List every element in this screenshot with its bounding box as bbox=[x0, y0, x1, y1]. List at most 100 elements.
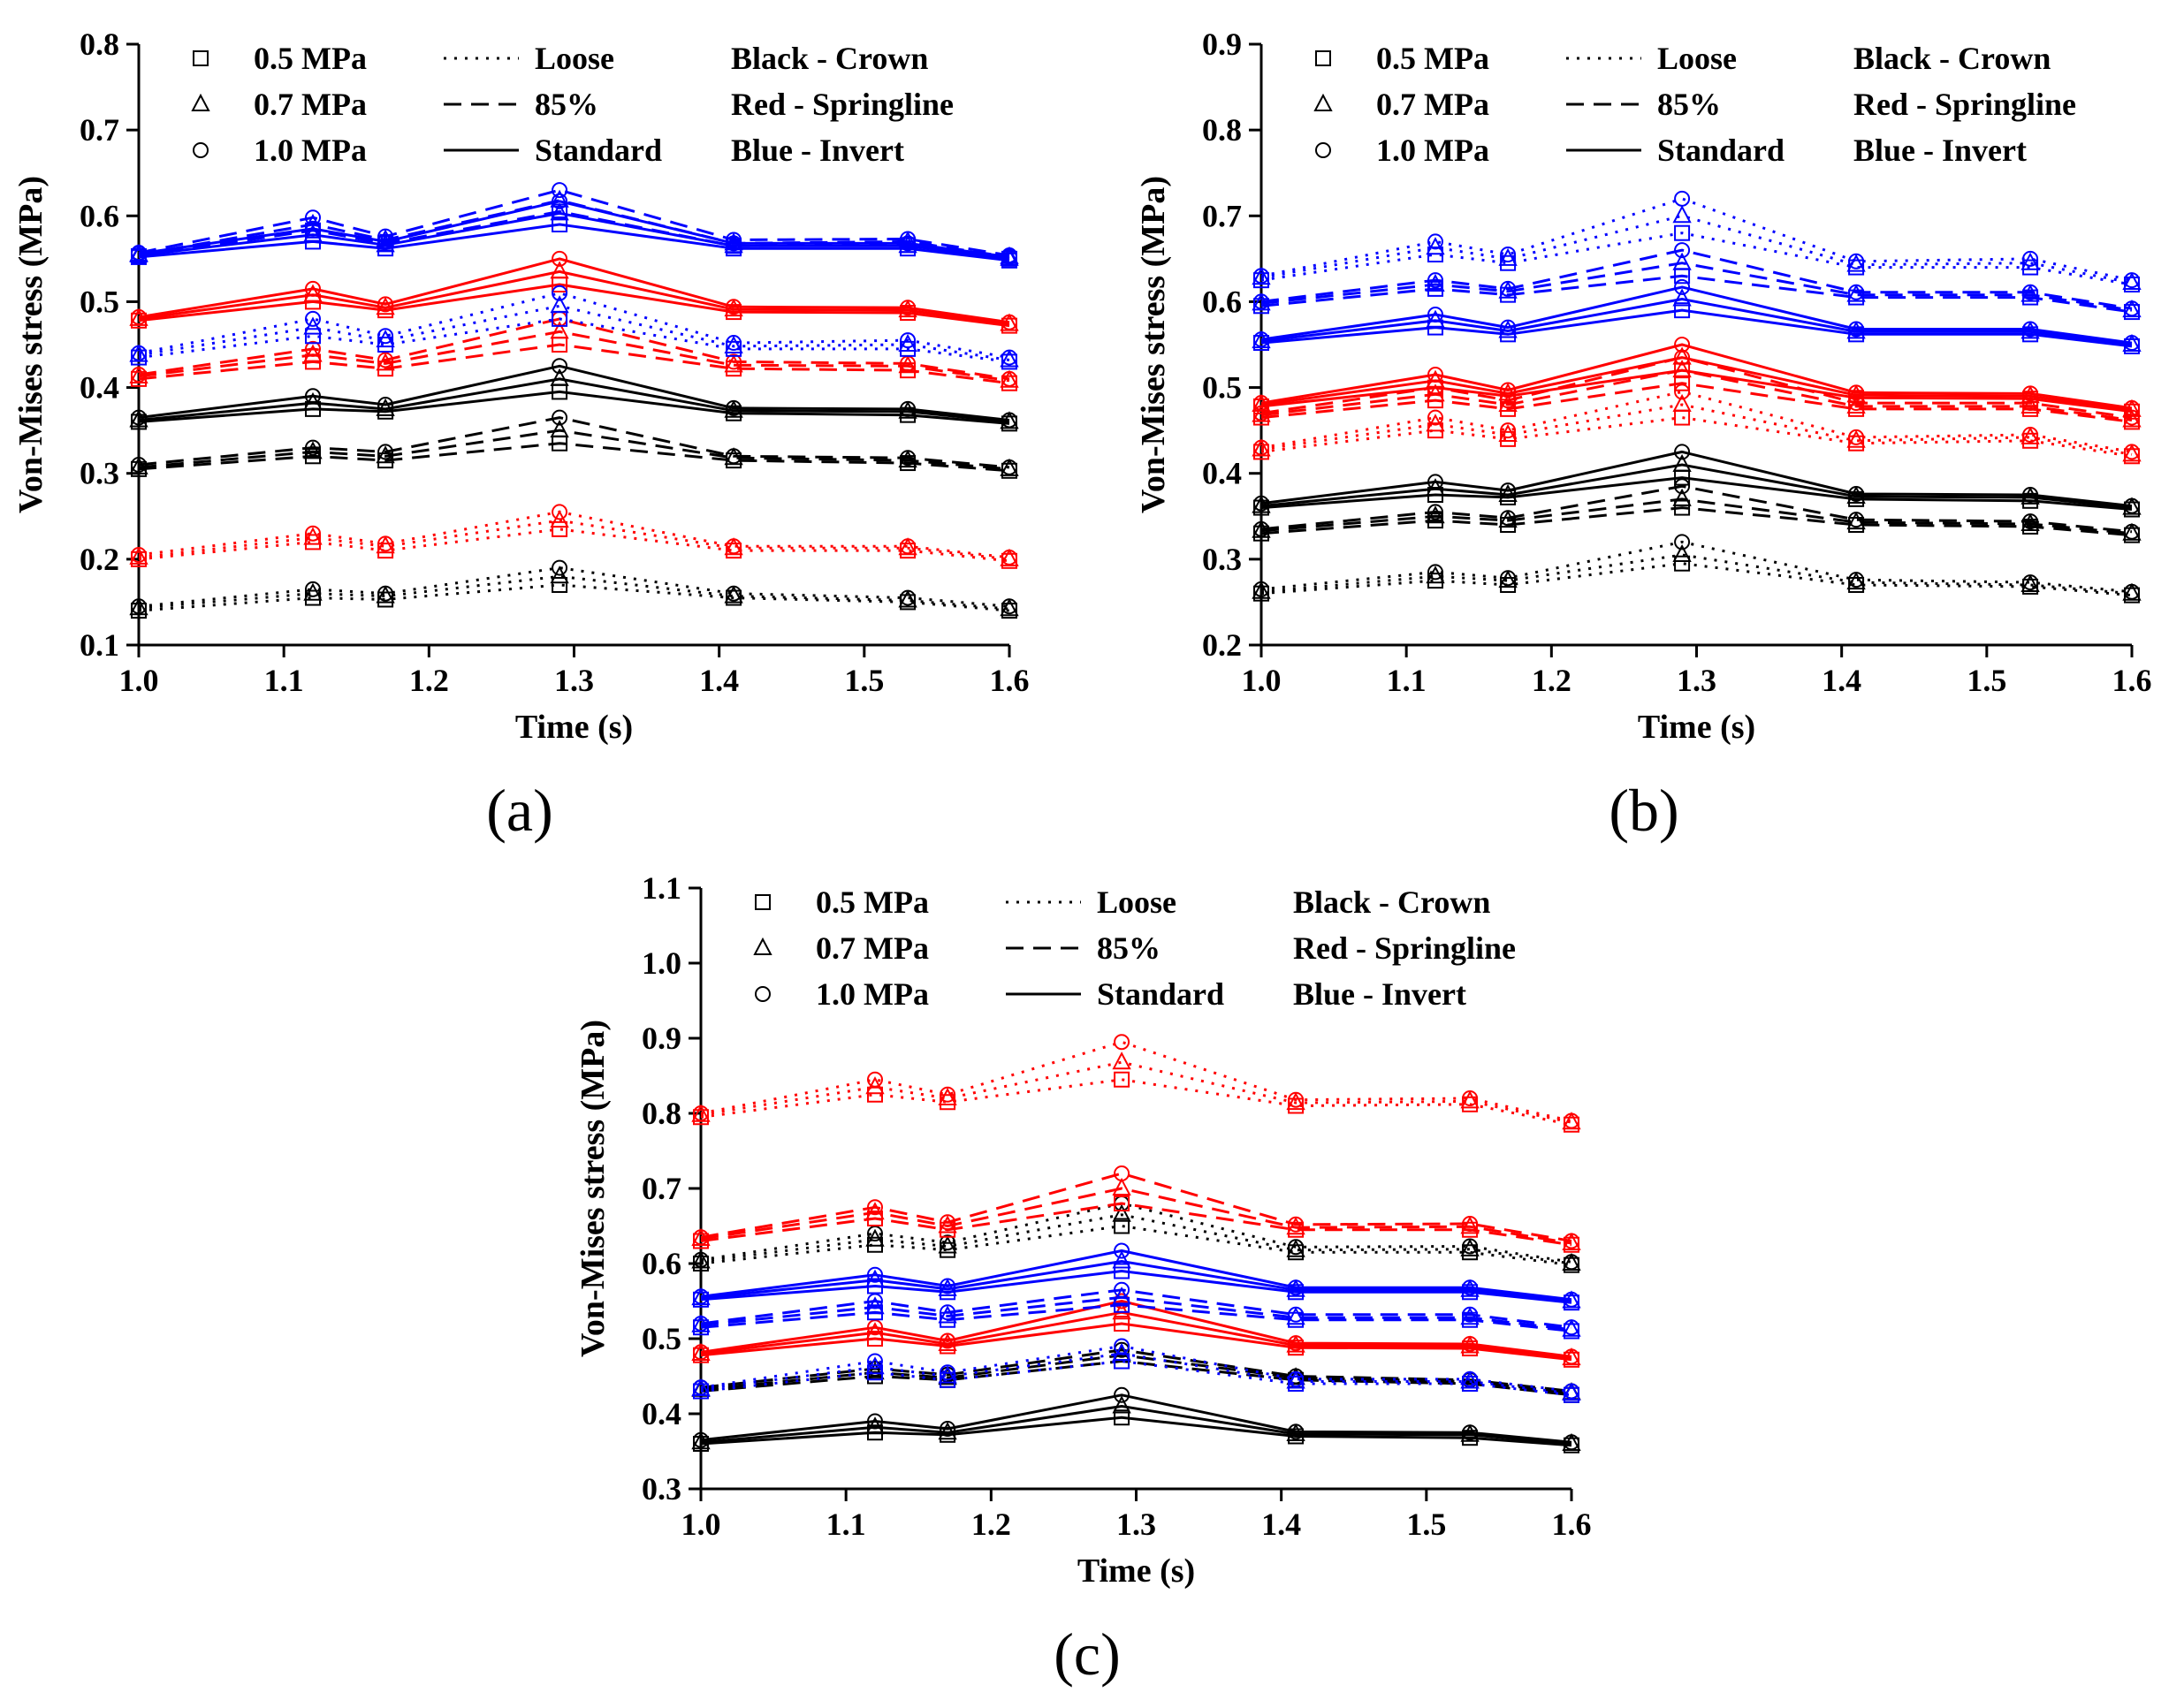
data-point-circle-marker bbox=[940, 1214, 956, 1231]
legend: 0.5 MPa 0.7 MPa 1.0 MPa Loose 85% Standard Bla… bbox=[1313, 41, 2076, 168]
data-point-square-marker bbox=[552, 577, 568, 593]
data-point-square-marker bbox=[1288, 1221, 1305, 1238]
data-point-triangle-marker bbox=[303, 441, 323, 459]
data-point-square-marker bbox=[131, 370, 147, 387]
legend-marker-label-0-7-mpa: 0.7 MPa bbox=[816, 930, 929, 966]
data-point-triangle-marker bbox=[1426, 566, 1445, 584]
data-point-triangle-marker bbox=[2122, 271, 2142, 291]
y-tick-label: 0.4 bbox=[80, 370, 119, 406]
x-tick-label: 1.0 bbox=[681, 1507, 721, 1542]
data-point-circle-marker bbox=[2124, 300, 2140, 317]
data-point-circle-marker bbox=[1253, 268, 1269, 285]
series-springline-loose-1-0-mpa bbox=[131, 504, 1017, 566]
data-point-circle-marker bbox=[1462, 1370, 1479, 1387]
data-point-triangle-marker bbox=[376, 234, 395, 253]
series-line bbox=[1260, 298, 2133, 346]
data-point-square-marker bbox=[1462, 1376, 1479, 1392]
data-point-triangle-marker bbox=[865, 1228, 885, 1247]
data-point-circle-marker bbox=[1500, 422, 1517, 439]
data-point-circle-marker bbox=[2022, 385, 2039, 402]
legend-marker-label-1-0-mpa: 1.0 MPa bbox=[816, 976, 929, 1012]
data-point-triangle-marker bbox=[1000, 598, 1019, 617]
data-point-circle-marker bbox=[693, 1316, 709, 1332]
x-axis-title: Time (s) bbox=[1638, 709, 1755, 746]
series-crown-85pct-1-0-mpa bbox=[1253, 478, 2140, 540]
data-point-square-marker bbox=[900, 305, 917, 322]
data-point-square-marker bbox=[552, 216, 568, 232]
series-line bbox=[1260, 262, 2133, 312]
data-point-triangle-marker bbox=[2122, 444, 2142, 462]
legend: 0.5 MPa 0.7 MPa 1.0 MPa Loose 85% Standard Bla… bbox=[753, 884, 1516, 1012]
data-point-circle-marker bbox=[1674, 444, 1691, 460]
data-point-triangle-marker bbox=[724, 335, 743, 353]
data-point-square-marker bbox=[1674, 409, 1691, 426]
x-tick-label: 1.0 bbox=[1242, 663, 1282, 698]
y-axis-title: Von-Mises stress (MPa) bbox=[12, 176, 49, 513]
data-point-circle-marker bbox=[2022, 250, 2039, 267]
data-point-triangle-marker bbox=[898, 589, 917, 608]
data-point-circle-marker bbox=[305, 581, 321, 597]
series-line bbox=[700, 1405, 1572, 1446]
data-point-circle-marker bbox=[305, 280, 321, 297]
data-point-triangle-marker bbox=[1112, 1203, 1131, 1222]
data-point-circle-marker bbox=[940, 1332, 956, 1349]
data-point-triangle-marker bbox=[550, 321, 569, 339]
data-point-circle-marker bbox=[305, 439, 321, 456]
data-point-triangle-marker bbox=[1672, 393, 1692, 412]
series-line bbox=[700, 1300, 1572, 1358]
data-point-circle-marker bbox=[900, 450, 917, 467]
series-invert-85pct-0-7-mpa bbox=[691, 1287, 1581, 1337]
y-tick-label: 0.8 bbox=[1202, 112, 1242, 148]
data-point-square-marker bbox=[693, 1233, 709, 1249]
data-point-circle-marker bbox=[2022, 487, 2039, 503]
data-point-circle-marker bbox=[377, 585, 394, 602]
data-point-triangle-marker bbox=[1498, 247, 1518, 266]
legend-triangle-marker-icon bbox=[1313, 93, 1333, 111]
x-tick-label: 1.6 bbox=[990, 663, 1030, 698]
data-point-circle-marker bbox=[2124, 497, 2140, 514]
series-line bbox=[138, 364, 1010, 421]
legend-circle-marker-icon bbox=[193, 142, 209, 158]
legend-line-label-standard: Standard bbox=[535, 133, 662, 168]
data-point-triangle-marker bbox=[550, 295, 569, 314]
data-point-circle-marker bbox=[1462, 1215, 1479, 1232]
data-point-circle-marker bbox=[1114, 1242, 1130, 1259]
data-point-square-marker bbox=[1288, 1311, 1305, 1328]
data-point-triangle-marker bbox=[1846, 571, 1866, 590]
data-point-circle-marker bbox=[377, 228, 394, 245]
data-point-square-marker bbox=[2022, 578, 2039, 595]
data-point-triangle-marker bbox=[1000, 349, 1019, 368]
data-point-circle-marker bbox=[693, 1288, 709, 1305]
legend-line-label-85pct: 85% bbox=[535, 87, 598, 122]
data-point-triangle-marker bbox=[303, 316, 323, 335]
data-point-circle-marker bbox=[1462, 1335, 1479, 1352]
data-point-triangle-marker bbox=[1562, 1318, 1581, 1337]
series-line bbox=[1260, 450, 2133, 508]
data-point-square-marker bbox=[940, 1338, 956, 1355]
series-crown-loose-1-0-mpa bbox=[1253, 534, 2140, 600]
data-point-circle-marker bbox=[377, 397, 394, 413]
series-springline-loose-1-0-mpa bbox=[1253, 383, 2140, 460]
data-point-circle-marker bbox=[1001, 412, 1017, 429]
data-point-triangle-marker bbox=[2020, 573, 2040, 592]
x-tick-label: 1.1 bbox=[264, 663, 304, 698]
data-point-triangle-marker bbox=[1252, 581, 1271, 599]
data-point-square-marker bbox=[2124, 448, 2140, 465]
data-point-circle-marker bbox=[1848, 572, 1865, 588]
series-springline-loose-1-0-mpa bbox=[693, 1034, 1579, 1129]
series-line bbox=[1260, 214, 2133, 285]
data-point-triangle-marker bbox=[376, 445, 395, 464]
data-point-circle-marker bbox=[1564, 1348, 1579, 1365]
data-point-circle-marker bbox=[1288, 1423, 1305, 1440]
data-point-circle-marker bbox=[1253, 581, 1269, 597]
legend-color-label-blue-invert: Blue - Invert bbox=[1853, 133, 2027, 168]
data-point-triangle-marker bbox=[129, 546, 148, 565]
data-point-triangle-marker bbox=[1672, 346, 1692, 365]
series-line bbox=[700, 1345, 1572, 1393]
series-crown-loose-0-7-mpa bbox=[1252, 543, 2142, 601]
data-point-circle-marker bbox=[900, 300, 917, 316]
legend-color-label-black-crown: Black - Crown bbox=[731, 41, 928, 76]
data-point-circle-marker bbox=[1848, 253, 1865, 269]
data-point-circle-marker bbox=[693, 1431, 709, 1448]
data-point-circle-marker bbox=[131, 246, 147, 262]
